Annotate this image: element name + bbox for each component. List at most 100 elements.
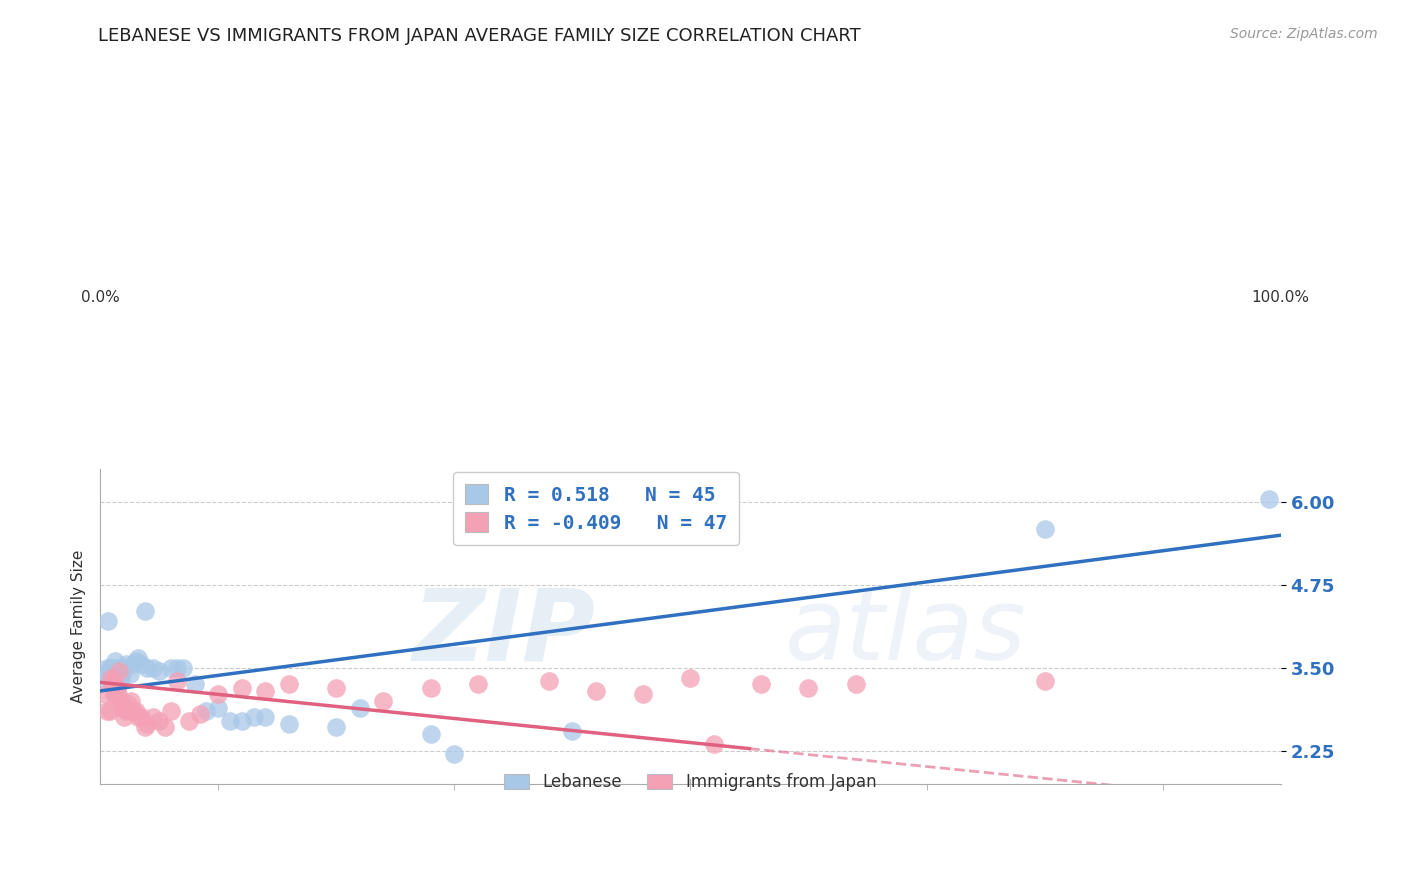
Text: atlas: atlas	[785, 584, 1026, 681]
Point	[172, 661, 194, 675]
Point	[120, 694, 142, 708]
Point	[127, 650, 149, 665]
Point	[561, 723, 583, 738]
Point	[219, 714, 242, 728]
Point	[325, 681, 347, 695]
Point	[111, 700, 134, 714]
Point	[105, 681, 128, 695]
Point	[136, 661, 159, 675]
Point	[419, 681, 441, 695]
Point	[254, 684, 277, 698]
Point	[254, 710, 277, 724]
Point	[98, 661, 121, 675]
Point	[131, 657, 153, 672]
Text: 100.0%: 100.0%	[1251, 290, 1309, 304]
Point	[110, 671, 132, 685]
Point	[207, 700, 229, 714]
Point	[101, 667, 124, 681]
Point	[231, 681, 253, 695]
Point	[631, 687, 654, 701]
Point	[115, 704, 138, 718]
Point	[183, 677, 205, 691]
Point	[153, 720, 176, 734]
Point	[136, 717, 159, 731]
Point	[373, 694, 395, 708]
Point	[111, 664, 134, 678]
Point	[1033, 522, 1056, 536]
Point	[107, 664, 129, 678]
Point	[231, 714, 253, 728]
Point	[94, 667, 117, 681]
Point	[112, 710, 135, 724]
Point	[101, 673, 124, 688]
Point	[131, 710, 153, 724]
Point	[134, 720, 156, 734]
Point	[443, 747, 465, 761]
Point	[105, 673, 128, 688]
Point	[122, 704, 145, 718]
Point	[585, 684, 607, 698]
Point	[107, 687, 129, 701]
Point	[160, 704, 183, 718]
Point	[845, 677, 868, 691]
Point	[467, 677, 489, 691]
Point	[108, 664, 131, 678]
Point	[142, 710, 165, 724]
Point	[349, 700, 371, 714]
Point	[118, 667, 141, 681]
Point	[117, 697, 139, 711]
Point	[134, 604, 156, 618]
Point	[419, 727, 441, 741]
Point	[101, 673, 124, 688]
Text: ZIP: ZIP	[413, 584, 596, 681]
Point	[103, 687, 125, 701]
Point	[94, 687, 117, 701]
Point	[166, 661, 188, 675]
Point	[104, 687, 127, 701]
Point	[177, 714, 200, 728]
Point	[242, 710, 264, 724]
Point	[100, 671, 122, 685]
Point	[108, 661, 131, 675]
Point	[127, 710, 149, 724]
Point	[110, 694, 132, 708]
Text: 0.0%: 0.0%	[80, 290, 120, 304]
Point	[160, 661, 183, 675]
Text: Source: ZipAtlas.com: Source: ZipAtlas.com	[1230, 27, 1378, 41]
Point	[325, 720, 347, 734]
Point	[142, 661, 165, 675]
Point	[1257, 491, 1279, 506]
Point	[148, 664, 170, 678]
Point	[98, 704, 121, 718]
Point	[108, 667, 131, 681]
Text: LEBANESE VS IMMIGRANTS FROM JAPAN AVERAGE FAMILY SIZE CORRELATION CHART: LEBANESE VS IMMIGRANTS FROM JAPAN AVERAG…	[98, 27, 860, 45]
Point	[96, 704, 118, 718]
Point	[195, 704, 218, 718]
Point	[166, 673, 188, 688]
Point	[100, 673, 122, 688]
Point	[207, 687, 229, 701]
Point	[112, 661, 135, 675]
Point	[103, 661, 125, 675]
Point	[115, 657, 138, 672]
Legend: Lebanese, Immigrants from Japan: Lebanese, Immigrants from Japan	[498, 766, 883, 797]
Point	[122, 657, 145, 672]
Y-axis label: Average Family Size: Average Family Size	[72, 549, 86, 703]
Point	[124, 654, 146, 668]
Point	[101, 661, 124, 675]
Point	[797, 681, 820, 695]
Point	[97, 615, 120, 629]
Point	[679, 671, 702, 685]
Point	[190, 707, 212, 722]
Point	[278, 677, 301, 691]
Point	[94, 673, 117, 688]
Point	[96, 661, 118, 675]
Point	[703, 737, 725, 751]
Point	[104, 654, 127, 668]
Point	[1033, 673, 1056, 688]
Point	[749, 677, 772, 691]
Point	[278, 717, 301, 731]
Point	[537, 673, 560, 688]
Point	[148, 714, 170, 728]
Point	[124, 704, 146, 718]
